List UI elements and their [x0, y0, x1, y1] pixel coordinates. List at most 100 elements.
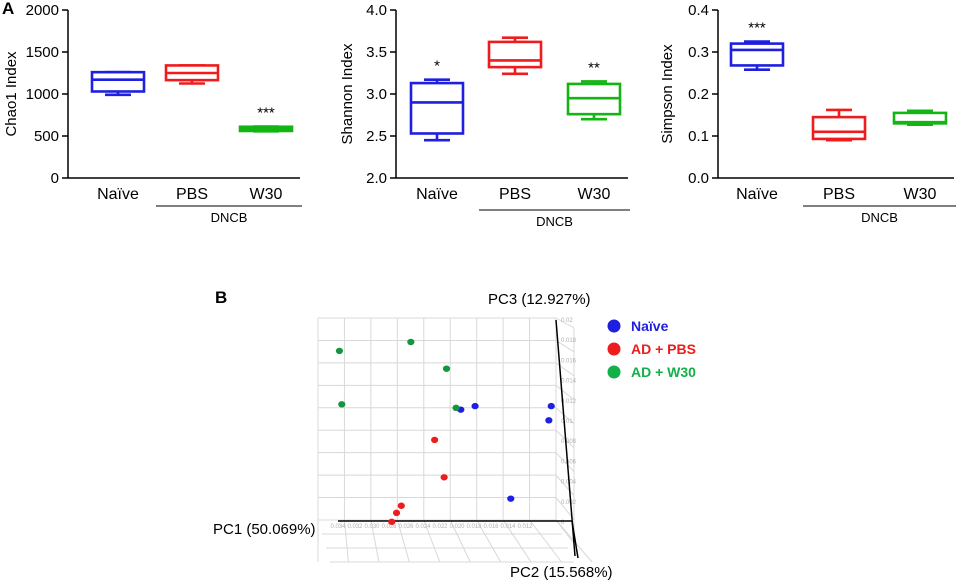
floor-grid-line: [396, 519, 410, 563]
y-tick-label: 0: [51, 170, 59, 187]
x-tick-label: PBS: [176, 186, 208, 203]
y-tick-label: 3.5: [366, 44, 387, 61]
significance-marker: **: [588, 59, 600, 76]
depth-tick-label: 0.016: [483, 524, 499, 530]
y-tick-label: 0.2: [688, 86, 709, 103]
box-na-ve: [729, 42, 785, 67]
pc1-axis-label: PC1 (50.069%): [213, 521, 316, 538]
depth-tick-label: 0.002: [561, 500, 577, 506]
x-tick-label: Naïve: [97, 186, 139, 203]
significance-marker: ***: [748, 20, 766, 37]
y-tick-label: 1000: [26, 86, 59, 103]
y-axis-label: Chao1 Index: [3, 51, 20, 137]
pc2-axis-label: PC2 (15.568%): [510, 564, 613, 581]
y-axis-label: Simpson Index: [659, 44, 676, 144]
legend-label: Naïve: [631, 318, 669, 334]
floor-grid-line: [476, 519, 502, 563]
floor-grid-line: [529, 519, 562, 563]
x-tick-label: Naïve: [416, 186, 458, 203]
legend-marker: [607, 342, 621, 356]
pc3-axis: [555, 319, 576, 557]
group-label: DNCB: [861, 210, 898, 225]
y-tick-label: 0.4: [688, 2, 709, 19]
data-point-na-ve: [545, 417, 553, 424]
box-pbs: [487, 40, 543, 69]
data-point-ad-pbs: [440, 474, 448, 481]
y-tick-label: 500: [34, 128, 59, 145]
data-point-ad-pbs: [392, 509, 401, 517]
depth-tick-label: 0.034: [330, 524, 346, 530]
simpson-boxplot: 0.0 0.1 0.2 0.3 0.4 Simpson Index Naïve PBS W30 D…: [659, 2, 956, 225]
x-tick-label: W30: [904, 186, 937, 203]
y-tick-label: 2.0: [366, 170, 387, 187]
depth-tick-label: 0.02: [561, 318, 573, 324]
side-grid-line: [555, 474, 575, 496]
data-point-ad-w30: [335, 347, 344, 355]
legend-label: AD + PBS: [631, 341, 696, 357]
y-tick-label: 0.1: [688, 128, 709, 145]
box-pbs: [811, 115, 867, 141]
data-point-ad-w30: [407, 338, 415, 346]
depth-tick-label: 0.018: [561, 338, 577, 344]
data-point-ad-w30: [442, 365, 451, 372]
data-point-na-ve: [507, 495, 515, 502]
floor-grid-line: [449, 519, 471, 563]
significance-marker: ***: [257, 105, 275, 122]
pc2-axis: [571, 520, 579, 559]
data-point-na-ve: [547, 402, 555, 410]
depth-tick-label: 0.014: [500, 524, 516, 530]
pc3-axis-label: PC3 (12.927%): [488, 291, 591, 308]
side-grid-line: [555, 362, 575, 377]
shannon-boxplot: 2.0 2.5 3.0 3.5 4.0 Shannon Index Naïve PBS W30 D…: [339, 2, 630, 229]
depth-tick-label: 0.028: [381, 524, 397, 530]
side-grid-line: [555, 407, 575, 425]
panel-a-label: A: [2, 0, 14, 18]
chao1-boxplot: 0 500 1000 1500 2000 Chao1 Index Naïve PBS W30DN…: [3, 2, 302, 225]
depth-tick-label: 0.026: [398, 524, 414, 530]
depth-tick-label: 0.016: [561, 358, 577, 364]
depth-tick-label: 0.012: [561, 399, 577, 405]
y-axis-label: Shannon Index: [339, 43, 356, 144]
significance-marker: *: [434, 58, 440, 75]
box-na-ve: [409, 81, 465, 135]
x-tick-label: PBS: [823, 186, 855, 203]
floor-grid-line: [343, 519, 349, 563]
pcoa-3d-scatter: 0.020.0180.0160.0140.0120.010.0080.0060.…: [213, 291, 696, 581]
depth-tick-label: 0.030: [364, 524, 380, 530]
depth-tick-label: 0.01: [561, 419, 573, 425]
floor-grid-line: [370, 519, 380, 563]
y-tick-label: 2000: [26, 2, 59, 19]
depth-tick-label: 0.024: [415, 524, 431, 530]
floor-grid-line: [502, 519, 532, 563]
depth-tick-label: 0: [561, 520, 565, 526]
side-grid-line: [555, 497, 575, 520]
depth-tick-label: 0.018: [466, 524, 482, 530]
data-point-ad-pbs: [431, 436, 439, 444]
floor-grid-line: [423, 519, 441, 563]
depth-tick-label: 0.014: [561, 379, 577, 385]
side-grid-line: [555, 340, 575, 353]
x-tick-label: Naïve: [736, 186, 778, 203]
data-point-ad-pbs: [397, 502, 405, 509]
side-grid-line: [555, 317, 575, 329]
depth-tick-label: 0.022: [432, 524, 448, 530]
y-tick-label: 3.0: [366, 86, 387, 103]
depth-tick-label: 0.032: [347, 524, 363, 530]
x-tick-label: W30: [250, 186, 283, 203]
legend-marker: [607, 319, 621, 333]
depth-tick-label: 0.020: [449, 524, 465, 530]
group-label: DNCB: [211, 210, 248, 225]
data-point-na-ve: [471, 402, 479, 410]
data-point-ad-w30: [338, 401, 346, 408]
data-point-ad-pbs: [388, 518, 396, 525]
depth-tick-label: 0.012: [517, 524, 533, 530]
panel-b-label: B: [215, 288, 227, 307]
side-grid-line: [555, 452, 575, 473]
group-label: DNCB: [536, 214, 573, 229]
y-tick-label: 1500: [26, 44, 59, 61]
x-tick-label: W30: [578, 186, 611, 203]
legend-marker: [607, 365, 621, 379]
side-grid-line: [555, 384, 575, 401]
y-tick-label: 4.0: [366, 2, 387, 19]
